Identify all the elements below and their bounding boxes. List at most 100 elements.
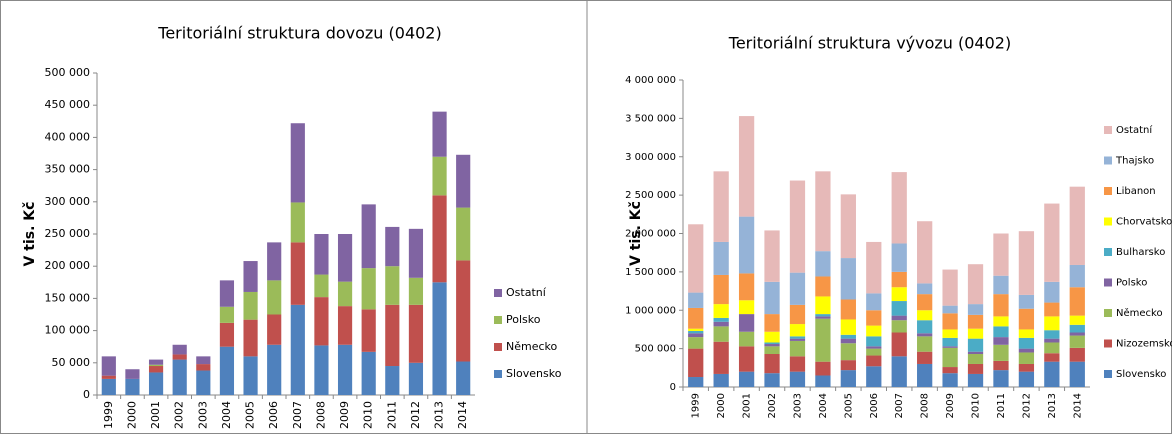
bar-segment	[840, 360, 856, 371]
bar-segment	[314, 274, 329, 298]
legend-swatch	[494, 289, 502, 297]
bar-segment	[789, 324, 806, 337]
x-tick-label: 2013	[1047, 393, 1058, 418]
legend-label: Německo	[506, 340, 558, 353]
legend-swatch	[1104, 278, 1112, 287]
bar-segment	[219, 322, 235, 347]
y-tick-label: 250 000	[45, 227, 91, 240]
legend-label: Polsko	[1116, 278, 1147, 289]
x-tick-label: 1999	[102, 401, 115, 429]
y-tick-label: 3 000 000	[625, 152, 676, 163]
bar-segment	[713, 317, 729, 322]
x-tick-label: 2005	[244, 401, 257, 429]
bar-segment	[148, 372, 164, 395]
bar-segment	[738, 216, 755, 274]
legend-swatch	[1104, 309, 1112, 317]
y-tick-label: 4 000 000	[625, 75, 676, 86]
x-tick-label: 1999	[691, 393, 702, 418]
bar-segment	[942, 329, 958, 338]
bar-segment	[688, 333, 704, 338]
bar-segment	[361, 204, 376, 269]
bar-segment	[267, 314, 282, 345]
bar-segment	[1044, 316, 1060, 331]
bar-segment	[408, 277, 424, 305]
bar-segment	[993, 233, 1009, 276]
bar-segment	[1018, 337, 1035, 349]
x-tick-label: 2008	[920, 393, 931, 418]
bar-segment	[148, 359, 164, 365]
x-tick-label: 2006	[869, 393, 880, 418]
y-tick-label: 0	[83, 388, 90, 401]
bar-segment	[1069, 335, 1085, 348]
legend-label: Polsko	[506, 313, 541, 326]
bar-segment	[1018, 308, 1035, 330]
bar-segment	[196, 356, 211, 365]
legend-label: Nizozemsko	[1116, 339, 1172, 350]
bar-segment	[688, 292, 704, 308]
bar-segment	[866, 346, 882, 349]
bar-segment	[1044, 330, 1060, 339]
bar-segment	[125, 369, 140, 379]
y-tick-label: 100 000	[45, 324, 91, 337]
bar-segment	[993, 337, 1009, 345]
x-tick-label: 2012	[409, 401, 422, 429]
bar-segment	[713, 326, 729, 342]
bar-segment	[764, 373, 780, 387]
bar-segment	[243, 319, 258, 357]
bar-segment	[1069, 361, 1085, 387]
bar-segment	[993, 326, 1009, 338]
bar-segment	[840, 338, 856, 344]
bar-segment	[219, 306, 235, 323]
bar-segment	[789, 356, 806, 372]
bar-segment	[891, 243, 907, 272]
bar-segment	[967, 328, 984, 339]
bar-segment	[1044, 302, 1060, 317]
legend-label: Bulharsko	[1116, 247, 1165, 258]
y-tick-label: 300 000	[45, 195, 91, 208]
y-tick-label: 2 500 000	[625, 190, 676, 201]
bar-segment	[267, 242, 282, 281]
bar-segment	[219, 280, 235, 307]
bar-segment	[172, 344, 187, 355]
bar-segment	[1044, 203, 1060, 282]
bar-segment	[337, 281, 353, 307]
x-tick-label: 2000	[125, 401, 138, 429]
legend-swatch	[1104, 126, 1112, 134]
bar-segment	[1018, 363, 1035, 372]
bar-segment	[148, 366, 164, 373]
bar-segment	[917, 294, 933, 311]
bar-segment	[361, 309, 376, 352]
y-tick-label: 150 000	[45, 291, 91, 304]
bar-segment	[713, 321, 729, 327]
x-tick-label: 2001	[149, 401, 162, 429]
bar-segment	[891, 287, 907, 302]
bar-segment	[993, 370, 1009, 387]
bar-segment	[101, 375, 116, 379]
legend-label: Thajsko	[1115, 156, 1154, 167]
bar-segment	[267, 344, 282, 395]
bar-segment	[1018, 294, 1035, 309]
bar-segment	[1044, 281, 1060, 303]
bar-segment	[688, 337, 704, 349]
bar-segment	[917, 310, 933, 321]
legend-label: Libanon	[1116, 186, 1156, 197]
y-axis-label: V tis. Kč	[628, 201, 644, 266]
bar-segment	[815, 314, 831, 317]
bar-segment	[713, 373, 729, 387]
x-tick-label: 2002	[767, 393, 778, 418]
bar-segment	[337, 344, 353, 395]
x-tick-label: 2014	[456, 401, 469, 429]
bar-segment	[337, 306, 353, 345]
bar-segment	[1069, 287, 1085, 316]
y-tick-label: 0	[670, 382, 676, 393]
bar-segment	[891, 271, 907, 288]
x-tick-label: 2003	[196, 401, 209, 429]
legend-swatch	[1104, 248, 1112, 256]
chart-title: Teritoriální struktura dovozu (0402)	[157, 24, 441, 43]
bar-segment	[713, 304, 729, 318]
bar-segment	[196, 364, 211, 371]
bar-segment	[408, 362, 424, 395]
bar-segment	[815, 171, 831, 252]
bar-segment	[942, 305, 958, 314]
